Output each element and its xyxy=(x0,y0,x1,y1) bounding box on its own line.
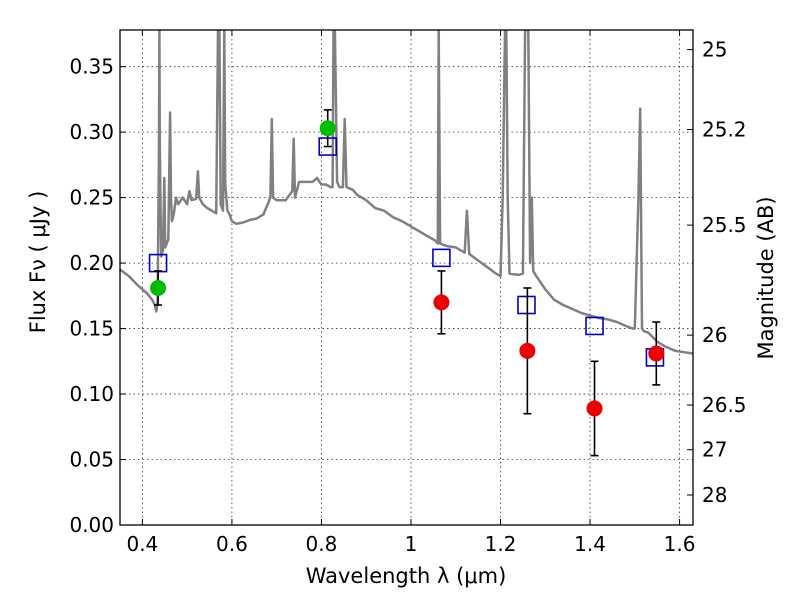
tick-labels: 0.4 0.6 0.8 1 1.2 1.4 1.6 0.00 0.05 0.10 0.15 0.20 0… xyxy=(69,38,746,556)
y-tick-label: 0.00 xyxy=(69,513,114,537)
model-photometry-square xyxy=(585,316,604,336)
y-tick-label: 0.05 xyxy=(69,448,114,472)
y-tick-label: 0.15 xyxy=(69,317,114,341)
data-point xyxy=(519,342,536,359)
data-point xyxy=(586,400,603,417)
y-tick-label: 0.10 xyxy=(69,382,114,406)
x-tick-label: 1 xyxy=(405,532,418,556)
data-point xyxy=(150,279,167,296)
right-y-tick-label: 25.5 xyxy=(702,213,747,237)
plot-area xyxy=(120,30,693,457)
x-tick-label: 0.4 xyxy=(126,532,158,556)
grid-lines xyxy=(120,30,693,526)
model-photometry-square xyxy=(432,248,451,268)
x-tick-label: 1.2 xyxy=(485,532,517,556)
right-y-tick-label: 25.2 xyxy=(702,118,747,142)
right-y-tick-label: 26.5 xyxy=(702,393,747,417)
right-y-tick-label: 28 xyxy=(702,483,727,507)
plot-frame xyxy=(119,29,694,526)
spectrum-line xyxy=(120,30,693,355)
x-tick-label: 0.8 xyxy=(306,532,338,556)
right-y-tick-label: 27 xyxy=(702,438,727,462)
y-axis-title-left: Flux Fν ( μJy ) xyxy=(26,191,50,334)
x-tick-label: 0.6 xyxy=(216,532,248,556)
y-tick-label: 0.20 xyxy=(69,251,114,275)
y-tick-label: 0.30 xyxy=(69,120,114,144)
right-y-tick-label: 25 xyxy=(702,38,727,62)
x-tick-label: 1.6 xyxy=(664,532,696,556)
data-point xyxy=(648,345,665,362)
y-tick-label: 0.25 xyxy=(69,186,114,210)
right-y-tick-label: 26 xyxy=(702,323,727,347)
y-axis-title-right: Magnitude (AB) xyxy=(754,196,778,359)
x-tick-label: 1.4 xyxy=(574,532,606,556)
data-point xyxy=(433,294,450,311)
y-tick-label: 0.35 xyxy=(69,55,114,79)
axis-ticks xyxy=(120,30,693,526)
x-axis-title: Wavelength λ (μm) xyxy=(306,564,507,588)
model-photometry-square xyxy=(517,295,536,315)
data-point xyxy=(319,120,336,137)
